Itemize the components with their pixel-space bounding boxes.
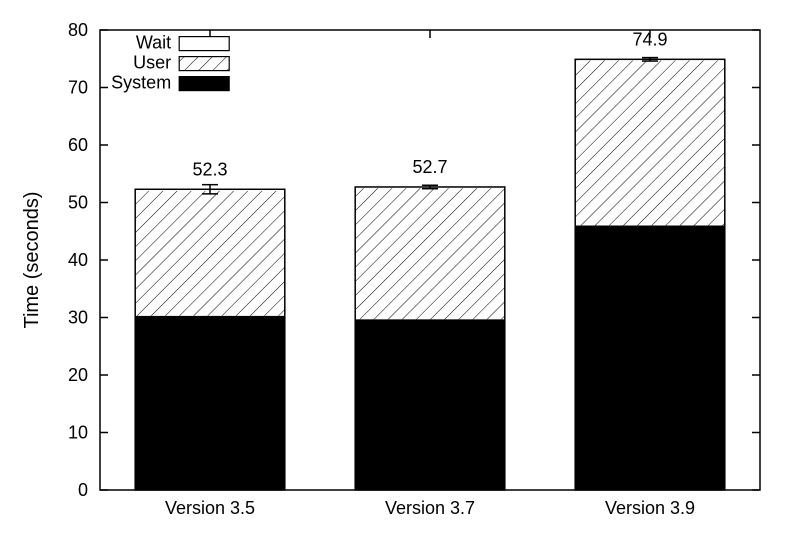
y-tick-label: 10 [68,423,88,443]
x-category-label: Version 3.5 [165,498,255,518]
y-tick-label: 60 [68,135,88,155]
y-tick-label: 30 [68,308,88,328]
y-tick-label: 40 [68,250,88,270]
bar-segment-user [575,60,725,225]
y-tick-label: 80 [68,20,88,40]
y-tick-label: 0 [78,480,88,500]
legend-swatch-system [179,77,229,91]
y-axis-label: Time (seconds) [21,191,43,328]
bar-segment-system [575,226,725,491]
bar-total-label: 74.9 [632,29,667,49]
bar-total-label: 52.7 [412,157,447,177]
bar-segment-user [355,188,505,319]
legend-label-system: System [111,73,171,93]
legend-label-user: User [133,53,171,73]
x-category-label: Version 3.7 [385,498,475,518]
x-category-label: Version 3.9 [605,498,695,518]
y-tick-label: 50 [68,193,88,213]
legend-swatch-user [179,57,229,71]
bar-segment-system [135,316,285,490]
legend-swatch-wait [179,37,229,51]
legend-label-wait: Wait [136,33,171,53]
y-tick-label: 70 [68,78,88,98]
bar-segment-user [135,191,285,316]
chart-container: 0 10 20 30 40 50 60 70 80 Time (seconds) Version 3… [0,0,800,560]
bar-total-label: 52.3 [192,159,227,179]
y-tick-label: 20 [68,365,88,385]
stacked-bar-chart: 0 10 20 30 40 50 60 70 80 Time (seconds) Version 3… [0,0,800,560]
bar-segment-system [355,319,505,490]
